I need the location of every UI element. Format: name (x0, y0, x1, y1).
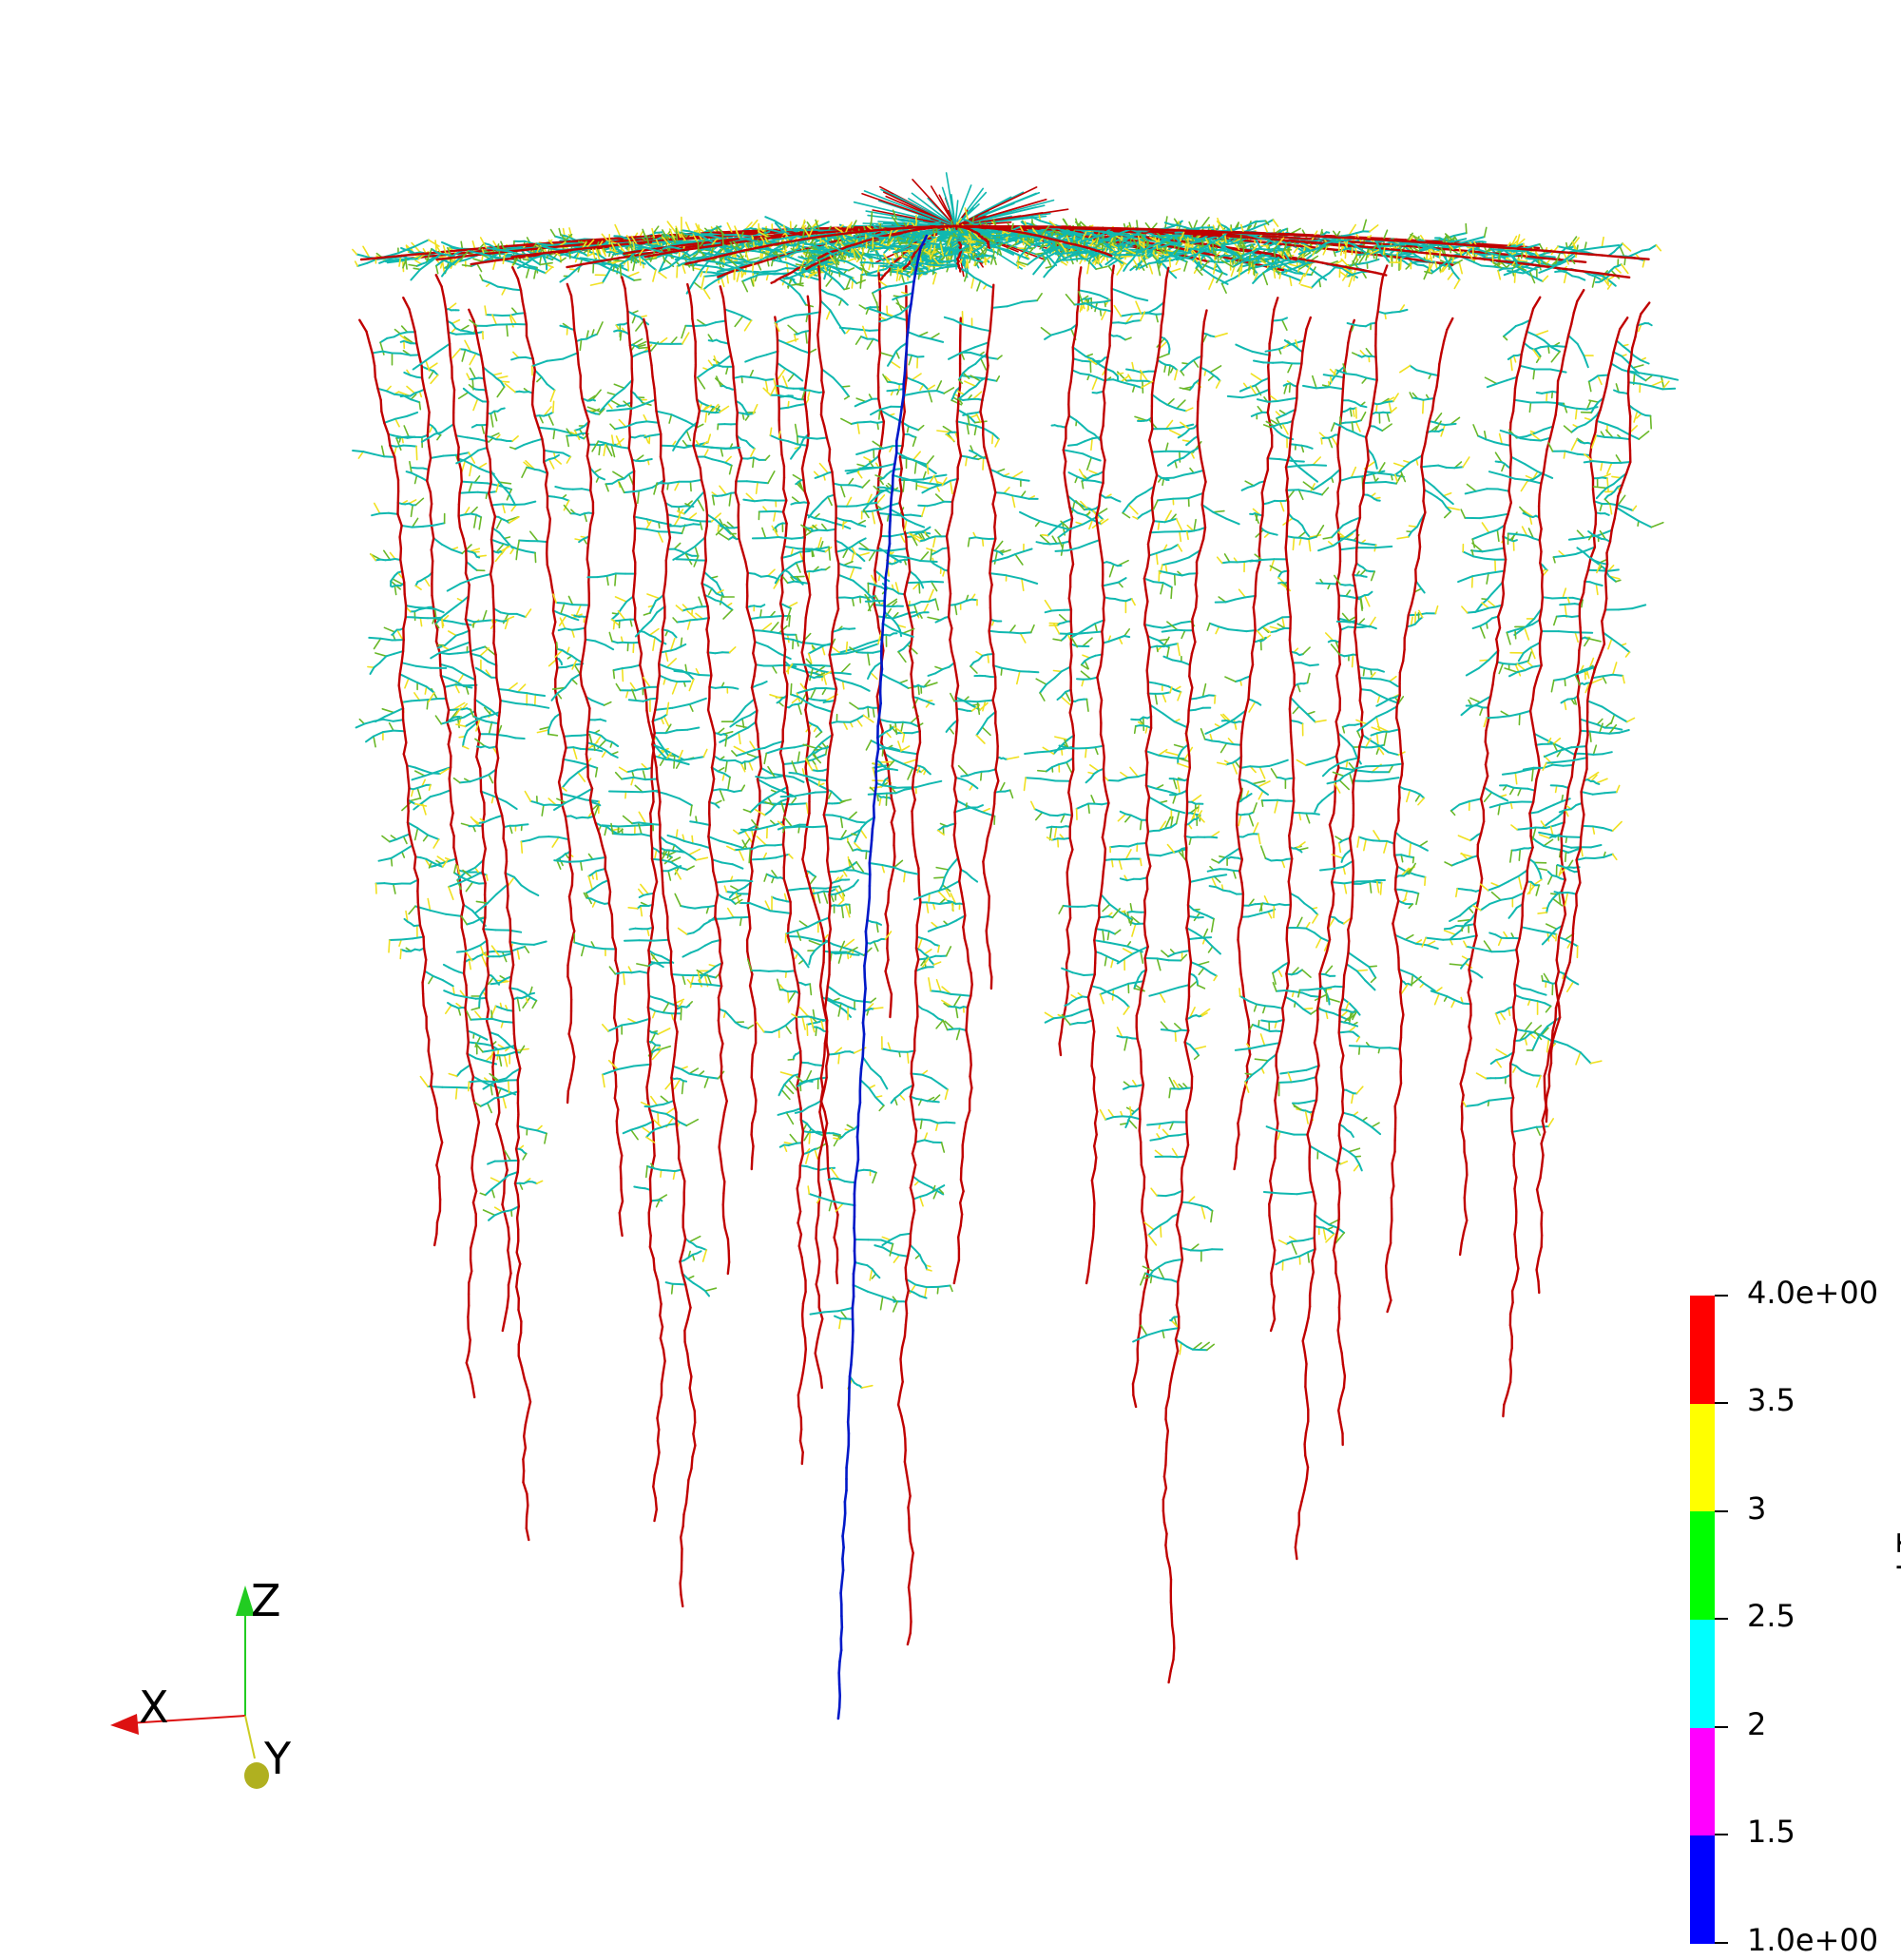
legend-color-segment (1690, 1511, 1715, 1620)
legend-color-segment (1690, 1295, 1715, 1404)
legend-tick: 2.5 (1747, 1598, 1795, 1634)
legend-title: subType (1891, 1482, 1901, 1606)
legend-tick: 3 (1747, 1490, 1767, 1527)
legend-color-segment (1690, 1403, 1715, 1512)
root-system (352, 172, 1680, 1720)
legend-tick: 2 (1747, 1706, 1767, 1742)
legend-tick: 1.5 (1747, 1814, 1795, 1850)
legend-color-segment (1690, 1835, 1715, 1944)
legend-tick-min: 1.0e+00 (1747, 1922, 1879, 1958)
legend-tick-marks (1715, 1295, 1728, 1944)
legend-color-segment (1690, 1727, 1715, 1836)
legend-color-segment (1690, 1619, 1715, 1728)
legend-tick-max: 4.0e+00 (1747, 1275, 1879, 1311)
legend-color-bar (1690, 1295, 1715, 1944)
color-legend (1690, 1295, 1728, 1944)
legend-tick: 3.5 (1747, 1382, 1795, 1418)
